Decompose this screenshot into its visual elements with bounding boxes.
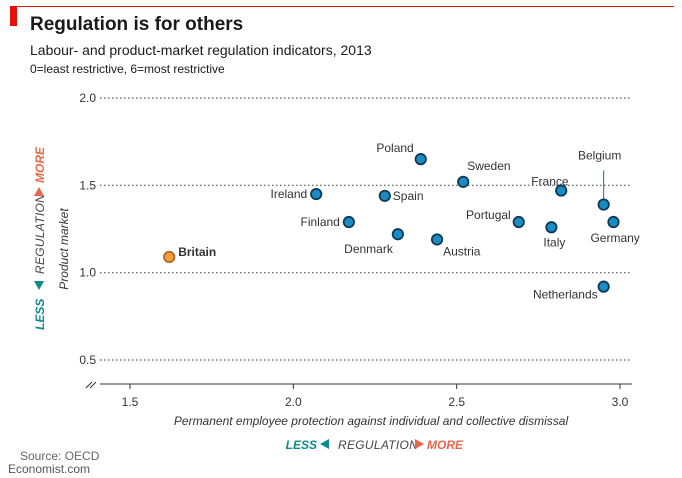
point-france (555, 184, 568, 197)
y-less-label: LESS (33, 299, 47, 330)
point-label-italy: Italy (543, 235, 565, 249)
point-label-poland: Poland (376, 141, 413, 155)
x-more-label: MORE (427, 438, 464, 452)
point-sweden (457, 175, 470, 188)
y-tick-label-3: 2.0 (79, 91, 96, 105)
y-regulation-legend: LESS REGULATION MORE (33, 146, 47, 330)
point-label-portugal: Portugal (466, 208, 511, 222)
point-austria (430, 233, 444, 246)
point-portugal (512, 215, 525, 229)
axis-break-icon (85, 381, 97, 389)
point-label-sweden: Sweden (467, 159, 510, 173)
source-note: Source: OECD (20, 449, 100, 463)
point-germany (607, 215, 620, 229)
point-britain (163, 250, 176, 264)
y-tick-label-2: 1.5 (79, 178, 96, 192)
point-belgium (597, 198, 610, 211)
y-tick-label-1: 1.0 (79, 266, 96, 280)
x-regulation-label: REGULATION (338, 438, 418, 452)
point-netherlands (597, 280, 610, 293)
x-tick-label-1: 2.0 (285, 395, 302, 409)
point-finland (342, 215, 355, 229)
x-tick-label-2: 2.5 (448, 395, 465, 409)
red-tag (10, 6, 17, 26)
point-label-belgium: Belgium (578, 149, 621, 163)
point-label-britain: Britain (178, 245, 216, 259)
y-less-arrow-icon (34, 281, 44, 290)
y-more-arrow-icon (34, 187, 44, 196)
top-red-rule (10, 6, 674, 7)
x-less-label: LESS (286, 438, 317, 452)
point-label-denmark: Denmark (344, 242, 394, 256)
brand-logo-text: Economist.com (8, 462, 91, 476)
y-axis-title: Product market (57, 208, 71, 290)
point-label-netherlands: Netherlands (533, 288, 598, 302)
point-poland (414, 153, 427, 166)
point-spain (378, 189, 391, 202)
chart-title: Regulation is for others (30, 14, 244, 35)
point-label-spain: Spain (393, 189, 424, 203)
point-label-france: France (531, 175, 569, 189)
chart-subtitle: Labour- and product-market regulation in… (30, 42, 372, 58)
scale-note: 0=least restrictive, 6=most restrictive (30, 62, 225, 76)
x-tick-label-3: 3.0 (612, 395, 629, 409)
y-tick-label-0: 0.5 (79, 353, 96, 367)
point-ireland (310, 187, 323, 201)
point-label-austria: Austria (443, 244, 481, 258)
x-more-arrow-icon (415, 439, 424, 449)
x-axis-title: Permanent employee protection against in… (174, 414, 569, 428)
point-label-germany: Germany (590, 231, 639, 245)
point-denmark (391, 228, 404, 241)
point-label-finland: Finland (301, 215, 340, 229)
y-regulation-label: REGULATION (33, 194, 47, 274)
x-less-arrow-icon (320, 439, 329, 449)
point-italy (545, 221, 558, 234)
y-more-label: MORE (33, 146, 47, 183)
point-label-ireland: Ireland (270, 187, 307, 201)
x-tick-label-0: 1.5 (122, 395, 139, 409)
